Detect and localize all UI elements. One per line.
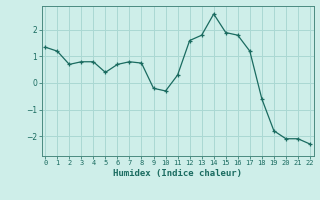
- X-axis label: Humidex (Indice chaleur): Humidex (Indice chaleur): [113, 169, 242, 178]
